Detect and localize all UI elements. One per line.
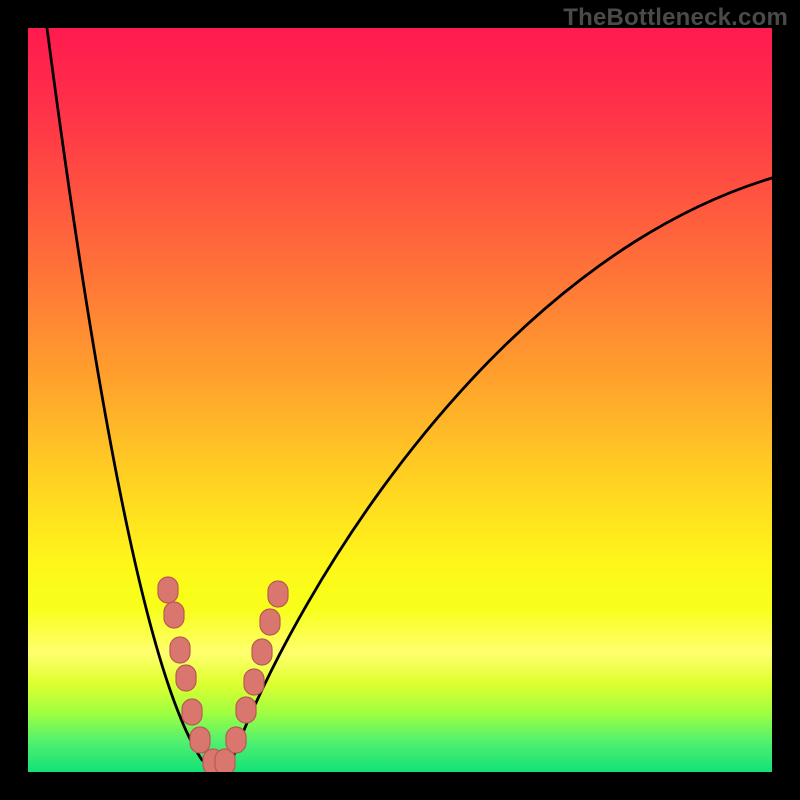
bead-marker [176, 665, 196, 691]
bead-marker [236, 697, 256, 723]
bead-marker [260, 609, 280, 635]
bead-marker [244, 669, 264, 695]
bead-marker [182, 699, 202, 725]
bead-marker [268, 581, 288, 607]
chart-canvas: TheBottleneck.com [0, 0, 800, 800]
bead-marker [190, 727, 210, 753]
bead-marker [252, 639, 272, 665]
bead-marker [164, 602, 184, 628]
bead-marker [158, 577, 178, 603]
plot-area [28, 28, 772, 772]
bead-marker [170, 637, 190, 663]
bead-marker [215, 749, 235, 775]
chart-svg [0, 0, 800, 800]
watermark-text: TheBottleneck.com [563, 4, 788, 32]
bead-marker [226, 727, 246, 753]
